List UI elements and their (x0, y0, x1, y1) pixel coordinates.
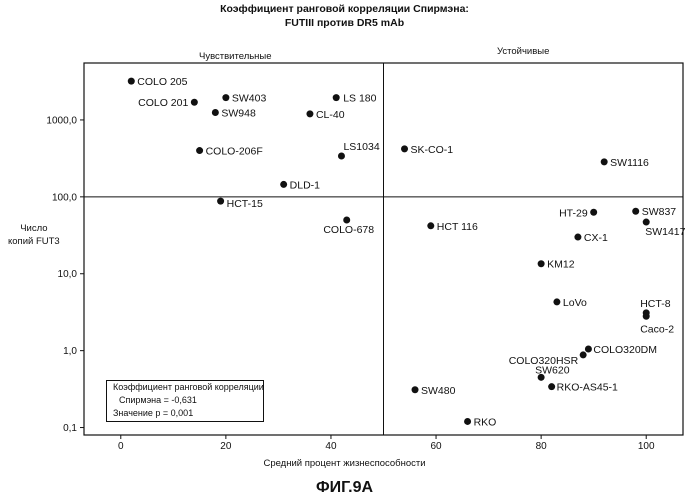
point-rko-as45-1 (548, 383, 556, 391)
point-sw620 (537, 373, 545, 381)
point-label-ls1034: LS1034 (343, 141, 379, 153)
point-sw480 (411, 386, 419, 394)
figure-label: ФИГ.9A (315, 479, 374, 496)
point-rko (464, 417, 472, 425)
y-tick-label: 100,0 (52, 192, 77, 203)
point-lovo (553, 298, 561, 306)
point-colo-678 (343, 216, 351, 224)
point-cl-40 (306, 110, 314, 118)
quadrant-label-sensitive: Чувствительные (199, 51, 272, 62)
point-label-cx-1: CX-1 (584, 232, 608, 244)
point-dld-1 (280, 180, 288, 188)
point-sw837 (632, 207, 640, 215)
x-tick-label: 20 (220, 441, 232, 452)
statistics-box: Коэффициент ранговой корреляции Спирмэна… (106, 380, 264, 422)
point-label-cl-40: CL-40 (316, 109, 345, 121)
point-label-colo-678: COLO-678 (323, 224, 374, 236)
point-label-hct-116: HCT 116 (437, 221, 478, 233)
point-label-hct-15: HCT-15 (227, 198, 263, 210)
point-label-rko: RKO (474, 416, 497, 428)
point-label-colo320dm: COLO320DM (593, 344, 657, 356)
point-label-dld-1: DLD-1 (290, 179, 321, 191)
stats-line-3: Значение p = 0,001 (113, 408, 194, 418)
point-label-km12: KM12 (547, 259, 575, 271)
point-label-lovo: LoVo (563, 297, 587, 309)
point-label-sw1116: SW1116 (610, 157, 649, 169)
stats-line-2: Спирмэна = -0,631 (119, 395, 197, 405)
point-ls-180 (332, 94, 340, 102)
point-colo320dm (584, 345, 592, 353)
point-caco-2 (642, 312, 650, 320)
point-label-hct-8: HCT-8 (640, 298, 670, 310)
point-label-sw948: SW948 (221, 107, 256, 119)
point-sw1116 (600, 158, 608, 166)
point-label-rko-as45-1: RKO-AS45-1 (557, 382, 618, 394)
point-label-sw837: SW837 (642, 206, 677, 218)
x-tick-label: 100 (638, 441, 655, 452)
y-tick-label: 1000,0 (46, 115, 77, 126)
quadrant-label-resistant: Устойчивые (497, 46, 550, 57)
stats-line-1: Коэффициент ранговой корреляции (113, 382, 264, 392)
y-axis-label: Число копий FUT3 (8, 222, 60, 248)
point-sw948 (211, 108, 219, 116)
point-colo-206f (196, 147, 204, 155)
point-label-ls-180: LS 180 (343, 93, 376, 105)
point-ls1034 (337, 152, 345, 160)
y-tick-label: 0,1 (63, 423, 77, 434)
x-tick-label: 60 (430, 441, 442, 452)
point-colo-205 (127, 77, 135, 85)
point-label-caco-2: Caco-2 (640, 323, 674, 335)
point-hct-15 (217, 197, 225, 205)
point-km12 (537, 260, 545, 268)
point-label-colo-206f: COLO-206F (206, 146, 263, 158)
x-tick-label: 80 (536, 441, 548, 452)
x-axis-label: Средний процент жизнеспособности (263, 458, 426, 469)
point-colo-201 (190, 98, 198, 106)
point-label-sw1417: SW1417 (645, 226, 685, 238)
point-label-colo-201: COLO 201 (138, 97, 188, 109)
y-axis-label-line-2: копий FUT3 (8, 236, 60, 247)
point-ht-29 (590, 208, 598, 216)
y-tick-label: 10,0 (58, 269, 78, 280)
x-tick-label: 0 (118, 441, 124, 452)
point-label-sw403: SW403 (232, 93, 267, 105)
point-sw1417 (642, 218, 650, 226)
point-sk-co-1 (401, 145, 409, 153)
y-axis-label-line-1: Число (20, 223, 48, 234)
chart-subtitle: FUTIII против DR5 mAb (284, 17, 405, 29)
point-cx-1 (574, 233, 582, 241)
point-label-ht-29: HT-29 (559, 207, 588, 219)
point-label-colo-205: COLO 205 (137, 76, 187, 88)
chart-title: Коэффициент ранговой корреляции Спирмэна… (220, 3, 469, 15)
point-hct-116 (427, 222, 435, 230)
point-label-colo320hsr: COLO320HSR (509, 355, 579, 367)
point-sw403 (222, 94, 230, 102)
point-label-sw620: SW620 (535, 364, 570, 376)
point-label-sk-co-1: SK-CO-1 (411, 144, 454, 156)
x-tick-label: 40 (325, 441, 337, 452)
point-colo320hsr (579, 351, 587, 359)
point-label-sw480: SW480 (421, 385, 456, 397)
y-tick-label: 1,0 (63, 346, 77, 357)
